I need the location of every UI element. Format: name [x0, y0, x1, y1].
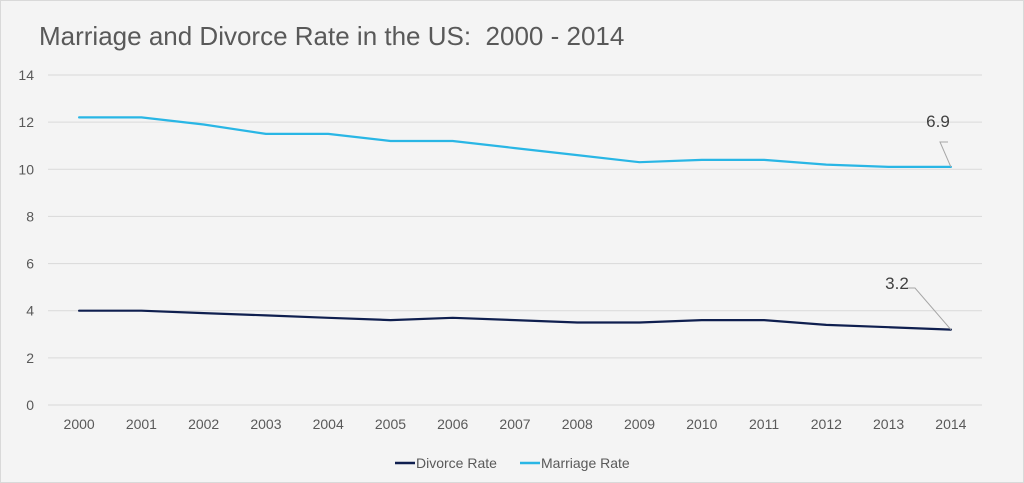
y-tick-label: 6 — [26, 256, 34, 272]
series-line-divorce-rate — [77, 309, 953, 331]
callout-leader — [939, 141, 952, 168]
series-line-marriage-rate — [77, 116, 953, 168]
y-tick-label: 14 — [18, 67, 34, 83]
x-tick-label: 2000 — [64, 416, 95, 432]
x-tick-label: 2008 — [562, 416, 593, 432]
legend-label: Divorce Rate — [416, 455, 497, 471]
legend-label: Marriage Rate — [541, 455, 630, 471]
callout-leader — [907, 287, 952, 330]
x-tick-label: 2006 — [437, 416, 468, 432]
end-labels: 3.2 6.9 — [885, 112, 952, 330]
chart-title: Marriage and Divorce Rate in the US: 200… — [39, 21, 625, 51]
end-value-label: 6.9 — [926, 112, 950, 131]
x-tick-label: 2009 — [624, 416, 655, 432]
x-axis-ticks: 2000 2001 2002 2003 2004 2005 2006 2007 2008 2009… — [64, 416, 967, 432]
y-tick-label: 8 — [26, 208, 34, 224]
y-tick-label: 10 — [18, 161, 34, 177]
x-tick-label: 2003 — [250, 416, 281, 432]
legend: Divorce Rate Marriage Rate — [395, 455, 630, 471]
x-tick-label: 2014 — [935, 416, 966, 432]
x-tick-label: 2013 — [873, 416, 904, 432]
gridlines — [48, 74, 982, 406]
y-axis-ticks: 0 2 4 6 8 10 12 14 — [18, 67, 34, 413]
x-tick-label: 2010 — [686, 416, 717, 432]
y-tick-label: 2 — [26, 350, 34, 366]
x-tick-label: 2012 — [811, 416, 842, 432]
x-tick-label: 2004 — [313, 416, 344, 432]
x-tick-label: 2002 — [188, 416, 219, 432]
x-tick-label: 2005 — [375, 416, 406, 432]
y-tick-label: 0 — [26, 397, 34, 413]
y-tick-label: 12 — [18, 114, 34, 130]
x-tick-label: 2011 — [749, 416, 779, 432]
series-lines — [77, 116, 953, 331]
y-tick-label: 4 — [26, 303, 34, 319]
x-tick-label: 2001 — [126, 416, 157, 432]
end-value-label: 3.2 — [885, 274, 909, 293]
x-tick-label: 2007 — [499, 416, 530, 432]
